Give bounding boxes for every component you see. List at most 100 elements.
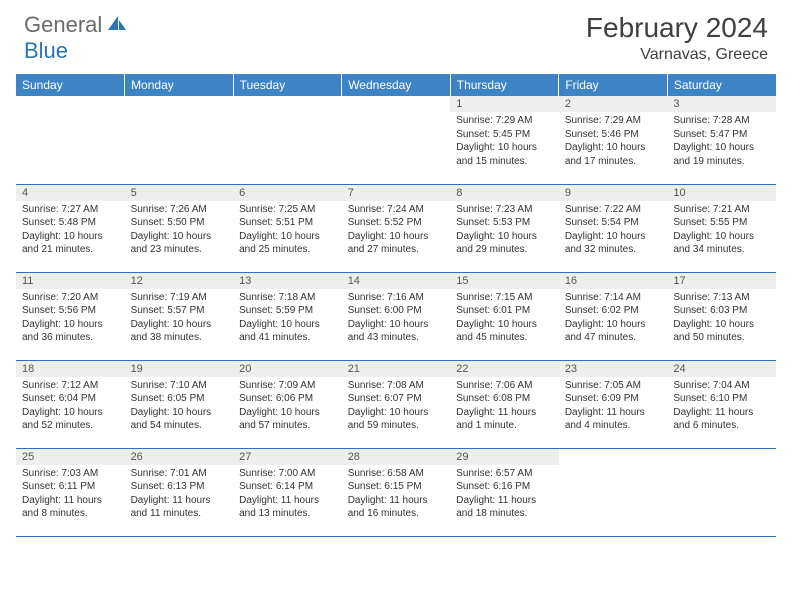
weekday-header: Saturday bbox=[667, 74, 776, 96]
day-number: 17 bbox=[667, 273, 776, 289]
title-block: February 2024 Varnavas, Greece bbox=[586, 12, 768, 64]
day-details: Sunrise: 7:03 AMSunset: 6:11 PMDaylight:… bbox=[16, 465, 125, 525]
day-details: Sunrise: 7:01 AMSunset: 6:13 PMDaylight:… bbox=[125, 465, 234, 525]
day-details: Sunrise: 7:24 AMSunset: 5:52 PMDaylight:… bbox=[342, 201, 451, 261]
weekday-header: Sunday bbox=[16, 74, 125, 96]
day-details: Sunrise: 7:12 AMSunset: 6:04 PMDaylight:… bbox=[16, 377, 125, 437]
calendar-cell: 22Sunrise: 7:06 AMSunset: 6:08 PMDayligh… bbox=[450, 360, 559, 448]
day-number: 4 bbox=[16, 185, 125, 201]
calendar-row: 25Sunrise: 7:03 AMSunset: 6:11 PMDayligh… bbox=[16, 448, 776, 536]
logo-blue-wrap: Blue bbox=[24, 38, 68, 64]
calendar-cell: .. bbox=[559, 448, 668, 536]
day-number: 24 bbox=[667, 361, 776, 377]
day-number: 7 bbox=[342, 185, 451, 201]
day-number: 8 bbox=[450, 185, 559, 201]
calendar-cell: 27Sunrise: 7:00 AMSunset: 6:14 PMDayligh… bbox=[233, 448, 342, 536]
day-number: 23 bbox=[559, 361, 668, 377]
calendar-row: ........1Sunrise: 7:29 AMSunset: 5:45 PM… bbox=[16, 96, 776, 184]
day-number: 22 bbox=[450, 361, 559, 377]
day-details: Sunrise: 7:14 AMSunset: 6:02 PMDaylight:… bbox=[559, 289, 668, 349]
day-details: Sunrise: 7:00 AMSunset: 6:14 PMDaylight:… bbox=[233, 465, 342, 525]
day-details: Sunrise: 7:16 AMSunset: 6:00 PMDaylight:… bbox=[342, 289, 451, 349]
calendar-cell: 11Sunrise: 7:20 AMSunset: 5:56 PMDayligh… bbox=[16, 272, 125, 360]
calendar-table: SundayMondayTuesdayWednesdayThursdayFrid… bbox=[16, 74, 776, 537]
calendar-cell: 29Sunrise: 6:57 AMSunset: 6:16 PMDayligh… bbox=[450, 448, 559, 536]
calendar-cell: .. bbox=[233, 96, 342, 184]
calendar-row: 11Sunrise: 7:20 AMSunset: 5:56 PMDayligh… bbox=[16, 272, 776, 360]
calendar-cell: 15Sunrise: 7:15 AMSunset: 6:01 PMDayligh… bbox=[450, 272, 559, 360]
calendar-cell: 10Sunrise: 7:21 AMSunset: 5:55 PMDayligh… bbox=[667, 184, 776, 272]
calendar-cell: 6Sunrise: 7:25 AMSunset: 5:51 PMDaylight… bbox=[233, 184, 342, 272]
logo-text-general: General bbox=[24, 12, 102, 38]
day-details: Sunrise: 7:22 AMSunset: 5:54 PMDaylight:… bbox=[559, 201, 668, 261]
calendar-cell: .. bbox=[342, 96, 451, 184]
day-details: Sunrise: 7:09 AMSunset: 6:06 PMDaylight:… bbox=[233, 377, 342, 437]
calendar-cell: 2Sunrise: 7:29 AMSunset: 5:46 PMDaylight… bbox=[559, 96, 668, 184]
day-details: Sunrise: 7:18 AMSunset: 5:59 PMDaylight:… bbox=[233, 289, 342, 349]
calendar-cell: 17Sunrise: 7:13 AMSunset: 6:03 PMDayligh… bbox=[667, 272, 776, 360]
logo: General bbox=[24, 12, 130, 38]
day-number: 25 bbox=[16, 449, 125, 465]
weekday-header: Tuesday bbox=[233, 74, 342, 96]
calendar-cell: 21Sunrise: 7:08 AMSunset: 6:07 PMDayligh… bbox=[342, 360, 451, 448]
calendar-cell: 14Sunrise: 7:16 AMSunset: 6:00 PMDayligh… bbox=[342, 272, 451, 360]
calendar-row: 18Sunrise: 7:12 AMSunset: 6:04 PMDayligh… bbox=[16, 360, 776, 448]
calendar-cell: 28Sunrise: 6:58 AMSunset: 6:15 PMDayligh… bbox=[342, 448, 451, 536]
day-number: 13 bbox=[233, 273, 342, 289]
calendar-cell: 20Sunrise: 7:09 AMSunset: 6:06 PMDayligh… bbox=[233, 360, 342, 448]
calendar-cell: 13Sunrise: 7:18 AMSunset: 5:59 PMDayligh… bbox=[233, 272, 342, 360]
day-number: 21 bbox=[342, 361, 451, 377]
day-number: 2 bbox=[559, 96, 668, 112]
day-number: 12 bbox=[125, 273, 234, 289]
day-number: 18 bbox=[16, 361, 125, 377]
day-details: Sunrise: 7:19 AMSunset: 5:57 PMDaylight:… bbox=[125, 289, 234, 349]
calendar-cell: .. bbox=[667, 448, 776, 536]
day-number: 1 bbox=[450, 96, 559, 112]
month-title: February 2024 bbox=[586, 12, 768, 44]
calendar-cell: 12Sunrise: 7:19 AMSunset: 5:57 PMDayligh… bbox=[125, 272, 234, 360]
calendar-cell: 24Sunrise: 7:04 AMSunset: 6:10 PMDayligh… bbox=[667, 360, 776, 448]
day-details: Sunrise: 7:04 AMSunset: 6:10 PMDaylight:… bbox=[667, 377, 776, 437]
calendar-cell: 8Sunrise: 7:23 AMSunset: 5:53 PMDaylight… bbox=[450, 184, 559, 272]
day-number: 15 bbox=[450, 273, 559, 289]
day-number: 5 bbox=[125, 185, 234, 201]
location: Varnavas, Greece bbox=[586, 46, 768, 64]
day-number: 10 bbox=[667, 185, 776, 201]
day-number: 3 bbox=[667, 96, 776, 112]
day-details: Sunrise: 7:10 AMSunset: 6:05 PMDaylight:… bbox=[125, 377, 234, 437]
calendar-cell: .. bbox=[125, 96, 234, 184]
weekday-header: Friday bbox=[559, 74, 668, 96]
header: General February 2024 Varnavas, Greece bbox=[0, 0, 792, 68]
day-details: Sunrise: 7:20 AMSunset: 5:56 PMDaylight:… bbox=[16, 289, 125, 349]
day-details: Sunrise: 7:13 AMSunset: 6:03 PMDaylight:… bbox=[667, 289, 776, 349]
sail-icon bbox=[106, 14, 128, 37]
calendar-row: 4Sunrise: 7:27 AMSunset: 5:48 PMDaylight… bbox=[16, 184, 776, 272]
day-number: 26 bbox=[125, 449, 234, 465]
calendar-cell: 4Sunrise: 7:27 AMSunset: 5:48 PMDaylight… bbox=[16, 184, 125, 272]
day-number: 16 bbox=[559, 273, 668, 289]
calendar-cell: 9Sunrise: 7:22 AMSunset: 5:54 PMDaylight… bbox=[559, 184, 668, 272]
day-details: Sunrise: 7:26 AMSunset: 5:50 PMDaylight:… bbox=[125, 201, 234, 261]
day-number: 28 bbox=[342, 449, 451, 465]
day-number: 6 bbox=[233, 185, 342, 201]
day-details: Sunrise: 6:58 AMSunset: 6:15 PMDaylight:… bbox=[342, 465, 451, 525]
day-details: Sunrise: 7:27 AMSunset: 5:48 PMDaylight:… bbox=[16, 201, 125, 261]
day-details: Sunrise: 7:25 AMSunset: 5:51 PMDaylight:… bbox=[233, 201, 342, 261]
day-details: Sunrise: 7:23 AMSunset: 5:53 PMDaylight:… bbox=[450, 201, 559, 261]
day-number: 11 bbox=[16, 273, 125, 289]
day-details: Sunrise: 7:05 AMSunset: 6:09 PMDaylight:… bbox=[559, 377, 668, 437]
calendar-cell: 18Sunrise: 7:12 AMSunset: 6:04 PMDayligh… bbox=[16, 360, 125, 448]
calendar-cell: 19Sunrise: 7:10 AMSunset: 6:05 PMDayligh… bbox=[125, 360, 234, 448]
calendar-head: SundayMondayTuesdayWednesdayThursdayFrid… bbox=[16, 74, 776, 96]
calendar-cell: 5Sunrise: 7:26 AMSunset: 5:50 PMDaylight… bbox=[125, 184, 234, 272]
day-number: 9 bbox=[559, 185, 668, 201]
weekday-header: Monday bbox=[125, 74, 234, 96]
day-details: Sunrise: 7:21 AMSunset: 5:55 PMDaylight:… bbox=[667, 201, 776, 261]
calendar-cell: 16Sunrise: 7:14 AMSunset: 6:02 PMDayligh… bbox=[559, 272, 668, 360]
calendar-cell: 23Sunrise: 7:05 AMSunset: 6:09 PMDayligh… bbox=[559, 360, 668, 448]
day-number: 19 bbox=[125, 361, 234, 377]
day-details: Sunrise: 6:57 AMSunset: 6:16 PMDaylight:… bbox=[450, 465, 559, 525]
weekday-header: Thursday bbox=[450, 74, 559, 96]
calendar-cell: 1Sunrise: 7:29 AMSunset: 5:45 PMDaylight… bbox=[450, 96, 559, 184]
calendar-cell: 7Sunrise: 7:24 AMSunset: 5:52 PMDaylight… bbox=[342, 184, 451, 272]
